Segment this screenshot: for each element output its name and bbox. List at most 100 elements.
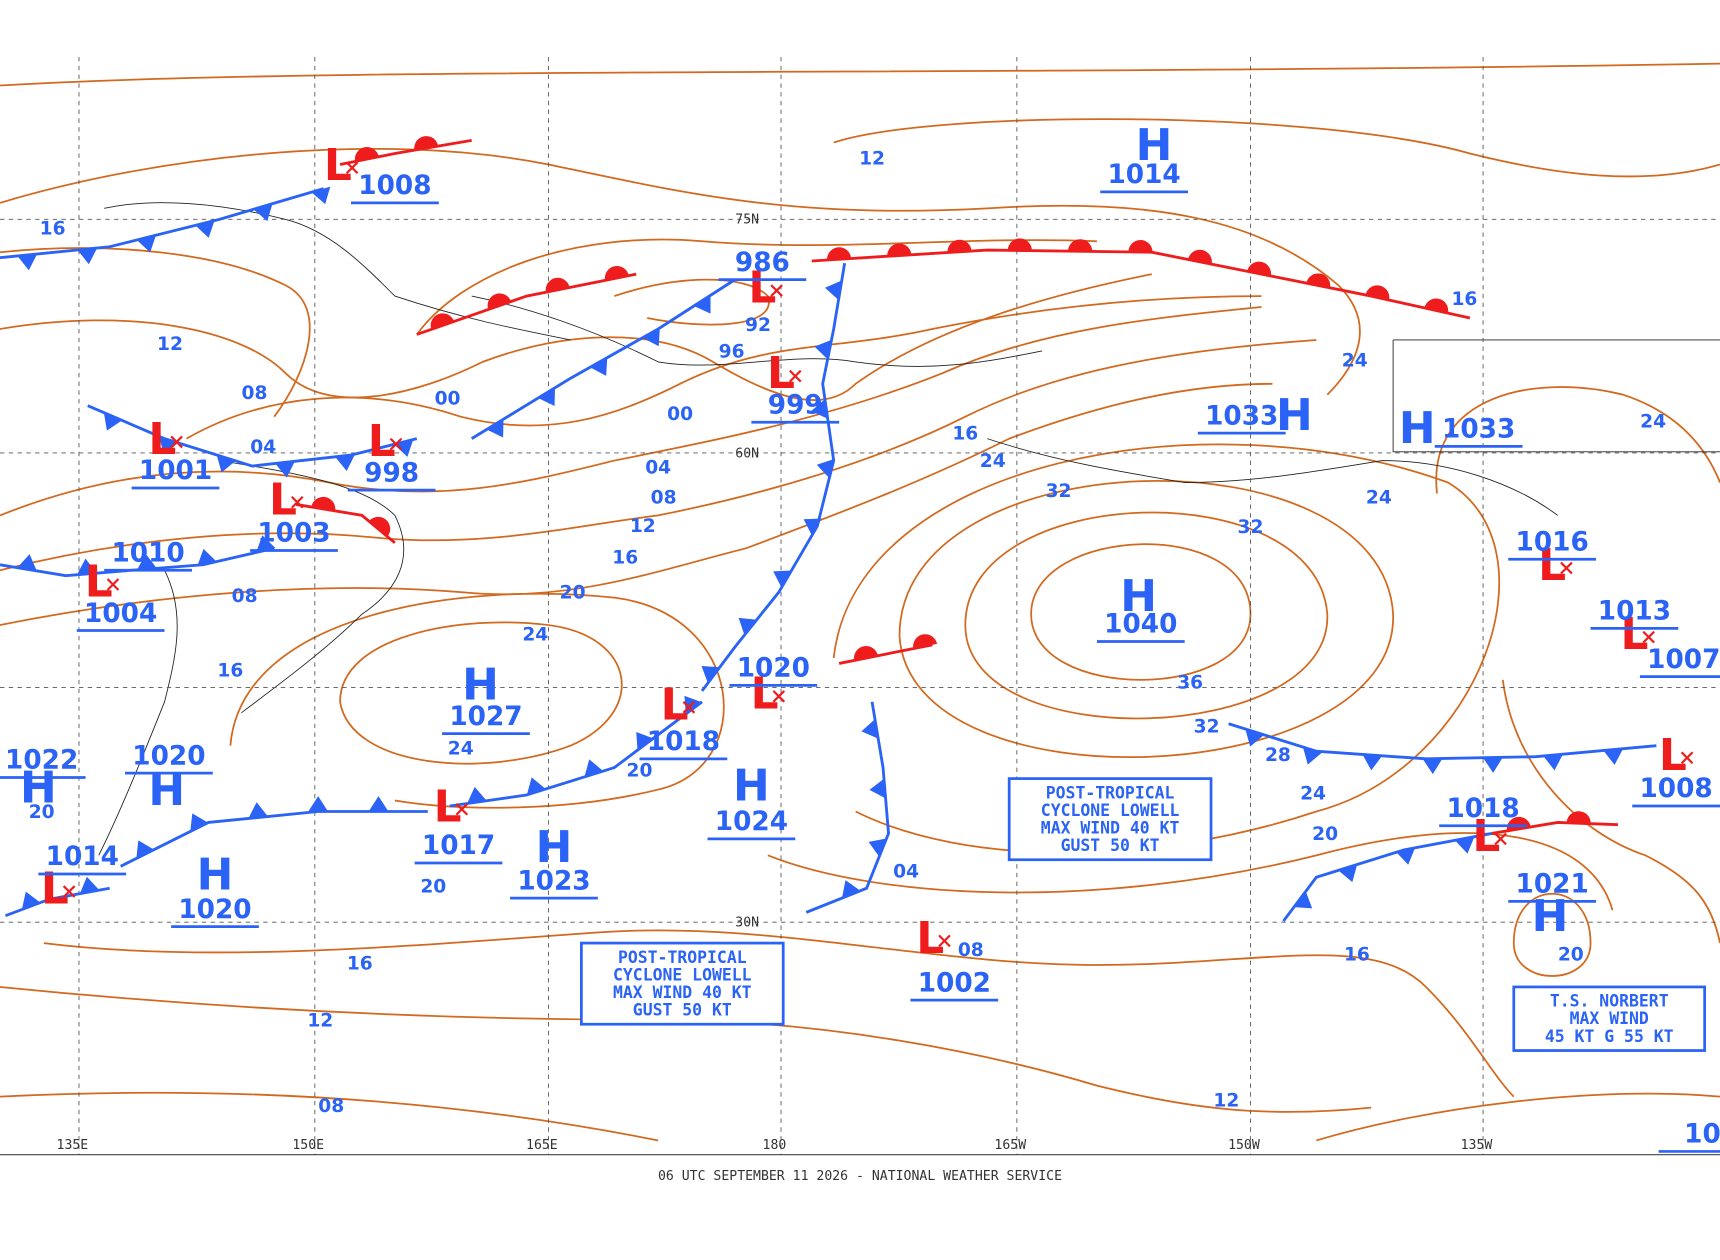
low-symbol: L (1659, 730, 1687, 781)
front-triangle (311, 186, 331, 205)
longitude-label: 180 (763, 1138, 787, 1153)
note-line: MAX WIND 40 KT (1041, 818, 1180, 837)
labels: 16 12 12 08 00 00 04 04 08 12 16 20 24 24 20 20 16 12 08 08… (0, 120, 1720, 1153)
note-line: MAX WIND 40 KT (613, 983, 752, 1002)
front-triangle (159, 436, 178, 455)
front-triangle (636, 732, 654, 751)
low-pressure: 1017 (422, 831, 495, 861)
front-triangle (195, 220, 215, 238)
high-symbol: H (1399, 403, 1436, 454)
front-triangle (136, 840, 155, 859)
isobar-label: 04 (645, 458, 671, 479)
isobar (0, 1091, 1720, 1142)
front-semicircle (1365, 285, 1390, 301)
high-symbol: H (197, 849, 234, 900)
front-semicircle (604, 265, 629, 281)
isobar-label: 08 (958, 940, 984, 961)
isobar-label: 20 (1312, 824, 1338, 845)
low-pressure: 1018 (1446, 794, 1519, 824)
low-cross (789, 369, 802, 383)
high-symbol: H (462, 660, 499, 711)
front-triangle (868, 838, 887, 857)
front-triangle (486, 419, 504, 438)
isobar-label: 08 (318, 1096, 344, 1117)
front-triangle (1362, 754, 1383, 771)
isobar-label: 16 (217, 661, 243, 682)
front-semicircle (368, 516, 391, 537)
isobar-label: 16 (347, 953, 373, 974)
front-semicircle (354, 147, 379, 162)
isobar-label: 28 (1265, 745, 1291, 766)
low-symbol: L (434, 781, 462, 832)
longitude-label: 150W (1228, 1138, 1260, 1153)
isobar (1501, 679, 1720, 944)
isobar-label: 12 (1213, 1090, 1239, 1111)
low-cross (1642, 630, 1655, 644)
coastline (219, 460, 405, 714)
low-cross (772, 690, 786, 703)
isobar-label: 12 (630, 516, 656, 537)
low-pressure: 1016 (1516, 527, 1589, 557)
isobar (0, 382, 1273, 626)
front-triangle (1293, 891, 1313, 909)
isobar-label: 08 (232, 586, 258, 607)
longitude-label: 135E (57, 1138, 89, 1153)
low-pressure: 1007 (1647, 645, 1720, 675)
coastline (471, 295, 1043, 367)
low-cross (345, 161, 359, 175)
isobar-label: 24 (522, 624, 548, 645)
isobar-label: 12 (157, 334, 183, 355)
front-triangle (394, 439, 414, 457)
isobar (767, 832, 1614, 911)
isobar-label: 20 (627, 760, 653, 781)
low-symbol: L (41, 864, 69, 915)
low-symbol: L (85, 557, 113, 608)
low-pressure: 1002 (918, 968, 991, 998)
front-triangle (253, 203, 273, 222)
front-triangle (1603, 748, 1624, 765)
low-pressure: 998 (364, 458, 419, 488)
front-triangle (1482, 757, 1503, 773)
graticule: 135E 150E 165E 180 165W 150W 135W 75N 60N 30N (0, 57, 1720, 1156)
note-box (1512, 985, 1707, 1052)
front-semicircle (1247, 261, 1272, 277)
isobar (416, 238, 1097, 335)
front-triangle (467, 786, 487, 804)
low-symbol: L (767, 348, 795, 399)
front-semicircle (1506, 816, 1531, 831)
isobar-label: 32 (1046, 481, 1072, 502)
high-symbol: H (20, 763, 57, 814)
front-triangle (590, 357, 608, 376)
front-semicircle (913, 634, 938, 649)
warm-front (416, 272, 637, 336)
front-triangle (869, 778, 886, 799)
high-symbol: H (1120, 571, 1157, 622)
front-semicircle (1566, 811, 1591, 824)
latitude-label: 30N (735, 916, 759, 931)
low-pressure: 1014 (46, 842, 119, 872)
latitude-label: 75N (735, 213, 759, 228)
low-cross (106, 578, 120, 591)
low-pressure: 1004 (84, 599, 157, 629)
warm-front (339, 138, 472, 166)
fronts (0, 136, 1657, 923)
front-triangle (256, 535, 276, 553)
isobar-label: 96 (719, 341, 745, 362)
note-line: T.S. NORBERT (1550, 992, 1669, 1011)
low-cross (455, 803, 469, 816)
cold-front (700, 262, 847, 692)
isobar-label: 04 (250, 437, 276, 458)
isobar-label: 16 (612, 548, 638, 569)
low-cross (1680, 751, 1694, 765)
front-triangle (248, 802, 268, 819)
front-semicircle (487, 293, 512, 310)
front-triangle (21, 891, 41, 910)
low-pressure: 1013 (1598, 597, 1671, 627)
front-semicircle (1128, 240, 1153, 253)
low-cross (682, 701, 696, 714)
high-symbol: H (536, 822, 573, 873)
longitude-label: 165W (994, 1138, 1026, 1153)
isobar-label: 20 (560, 583, 586, 604)
isobar-label: 16 (952, 424, 978, 445)
